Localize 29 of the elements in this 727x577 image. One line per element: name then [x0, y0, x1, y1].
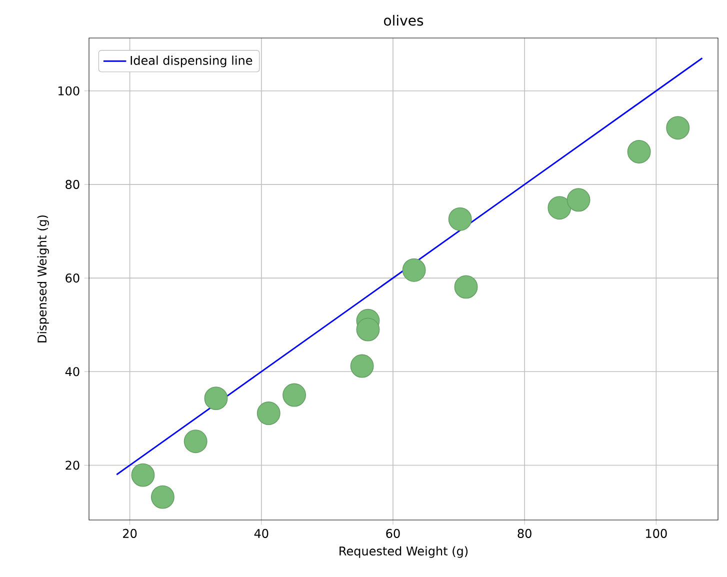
point: [184, 430, 208, 454]
point: [666, 116, 690, 140]
y-tick-label: 40: [65, 367, 80, 376]
legend-label: Ideal dispensing line: [130, 56, 252, 68]
point: [454, 275, 478, 299]
y-tick-label: 80: [66, 180, 80, 189]
point: [627, 140, 651, 164]
point: [282, 383, 306, 407]
y-tick-label: 60: [66, 274, 80, 283]
point: [566, 188, 590, 212]
x-tick-label: 100: [646, 528, 667, 538]
point: [350, 354, 374, 378]
y-tick-label: 20: [66, 460, 80, 470]
point: [548, 196, 572, 220]
x-tick-label: 80: [518, 528, 532, 538]
x-axis-title: Requested Weight (g): [340, 546, 468, 558]
point: [131, 463, 155, 487]
point: [356, 318, 380, 342]
point: [256, 402, 280, 426]
chart-title: olives: [384, 14, 424, 26]
x-tick-label: 20: [123, 528, 137, 538]
x-tick-label: 40: [254, 528, 268, 538]
x-tick-label: 60: [386, 528, 400, 538]
point: [204, 386, 228, 410]
y-tick-label: 100: [58, 86, 80, 96]
point: [402, 258, 426, 282]
point: [150, 485, 174, 509]
y-axis-title: Dispensed Weight (g): [37, 215, 49, 342]
point: [448, 207, 472, 231]
